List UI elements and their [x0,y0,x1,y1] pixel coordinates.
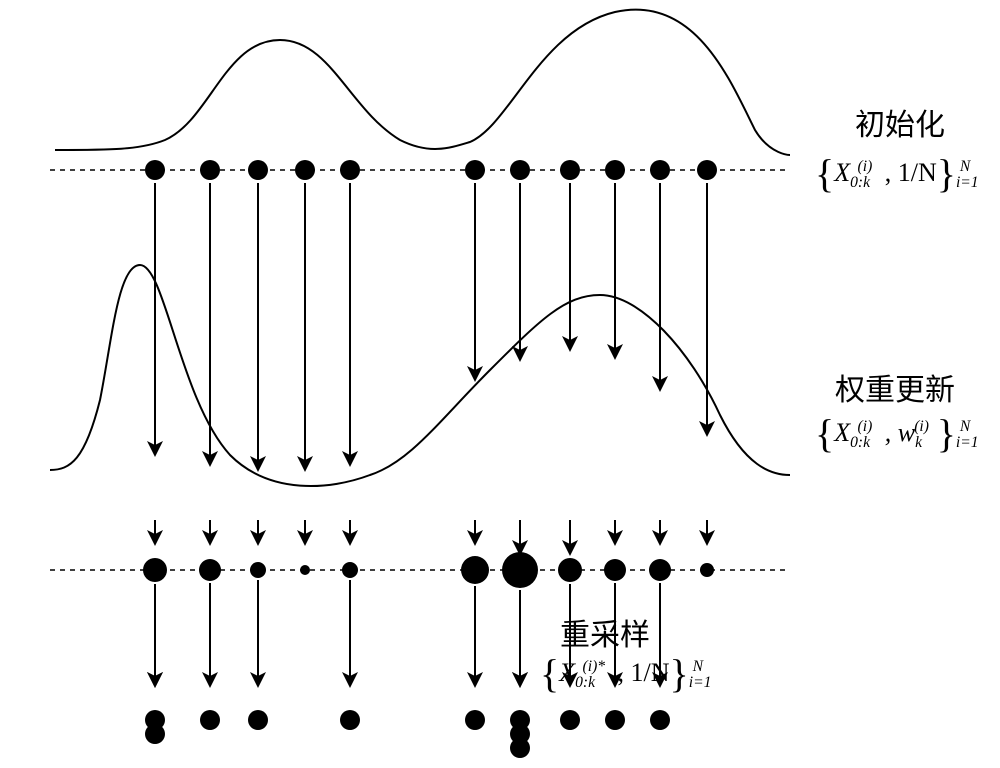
label-initialization: 初始化 [855,100,945,144]
formula-weighted-particles: {X0:k(i), wk(i)}i=1N [815,410,989,457]
formula-resampled-particles: {X0:k(i)*, 1/N}i=1N [540,650,722,697]
formula-initial-particles: {X0:k(i), 1/N}i=1N [815,150,989,197]
label-weight-update: 权重更新 [835,365,955,409]
label-resample: 重采样 [560,610,650,654]
